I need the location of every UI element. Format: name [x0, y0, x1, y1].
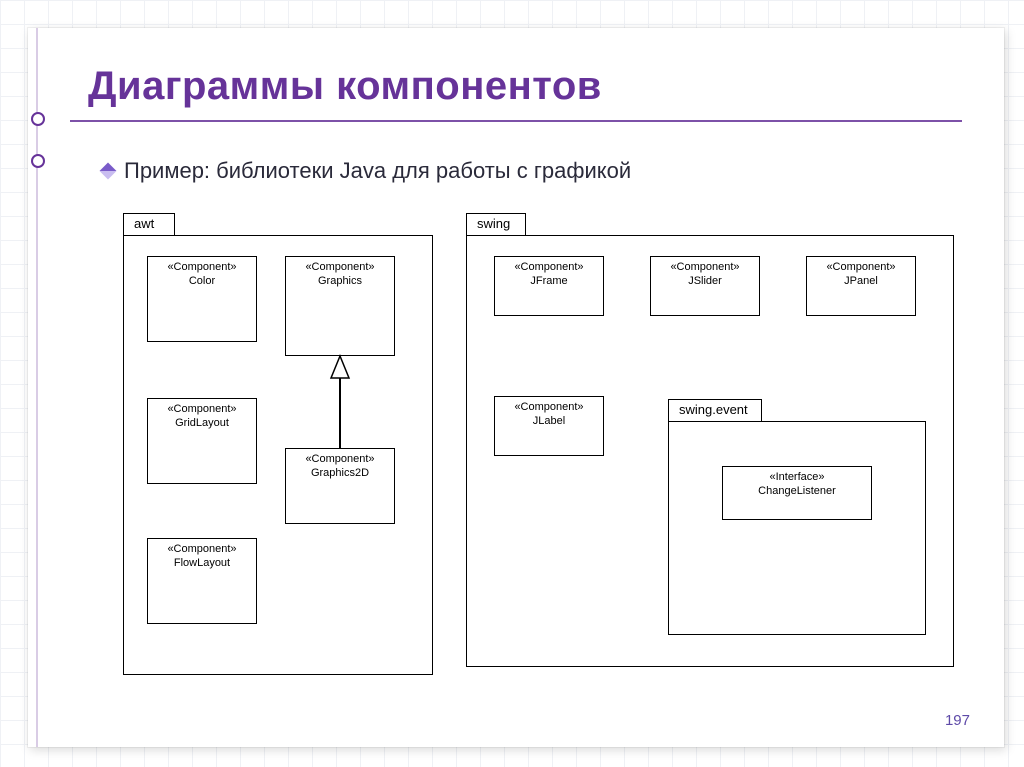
component-jlabel: «Component»JLabel: [494, 396, 604, 456]
component-name: Graphics: [286, 275, 394, 289]
component-name: Graphics2D: [286, 467, 394, 481]
component-jpanel: «Component»JPanel: [806, 256, 916, 316]
component-flowlayout: «Component»FlowLayout: [147, 538, 257, 624]
stereotype-label: «Component»: [286, 453, 394, 467]
component-name: ChangeListener: [723, 485, 871, 499]
component-color: «Component»Color: [147, 256, 257, 342]
component-name: FlowLayout: [148, 557, 256, 571]
page-number: 197: [945, 712, 970, 729]
component-name: JPanel: [807, 275, 915, 289]
stereotype-label: «Component»: [286, 261, 394, 275]
component-jslider: «Component»JSlider: [650, 256, 760, 316]
slide: Диаграммы компонентов Пример: библиотеки…: [28, 28, 1004, 747]
component-name: Color: [148, 275, 256, 289]
package-tab-swing: swing: [466, 213, 526, 235]
component-graphics: «Component»Graphics: [285, 256, 395, 356]
uml-diagram: awtswingswing.event«Component»Color«Comp…: [28, 28, 1004, 747]
generalization-line: [339, 378, 341, 448]
stereotype-label: «Component»: [495, 261, 603, 275]
component-name: JLabel: [495, 415, 603, 429]
component-changelistener: «Interface»ChangeListener: [722, 466, 872, 520]
component-gridlayout: «Component»GridLayout: [147, 398, 257, 484]
decoration-dot: [31, 112, 45, 126]
stereotype-label: «Component»: [651, 261, 759, 275]
component-graphics2d: «Component»Graphics2D: [285, 448, 395, 524]
stereotype-label: «Component»: [148, 261, 256, 275]
package-tab-awt: awt: [123, 213, 175, 235]
component-name: JFrame: [495, 275, 603, 289]
stereotype-label: «Interface»: [723, 471, 871, 485]
generalization-arrowhead-icon: [329, 354, 351, 380]
stereotype-label: «Component»: [495, 401, 603, 415]
component-jframe: «Component»JFrame: [494, 256, 604, 316]
component-name: JSlider: [651, 275, 759, 289]
stereotype-label: «Component»: [148, 403, 256, 417]
package-body-swing_event: [668, 421, 926, 635]
component-name: GridLayout: [148, 417, 256, 431]
stereotype-label: «Component»: [148, 543, 256, 557]
decoration-line: [36, 28, 38, 747]
stereotype-label: «Component»: [807, 261, 915, 275]
package-tab-swing_event: swing.event: [668, 399, 762, 421]
decoration-dot: [31, 154, 45, 168]
